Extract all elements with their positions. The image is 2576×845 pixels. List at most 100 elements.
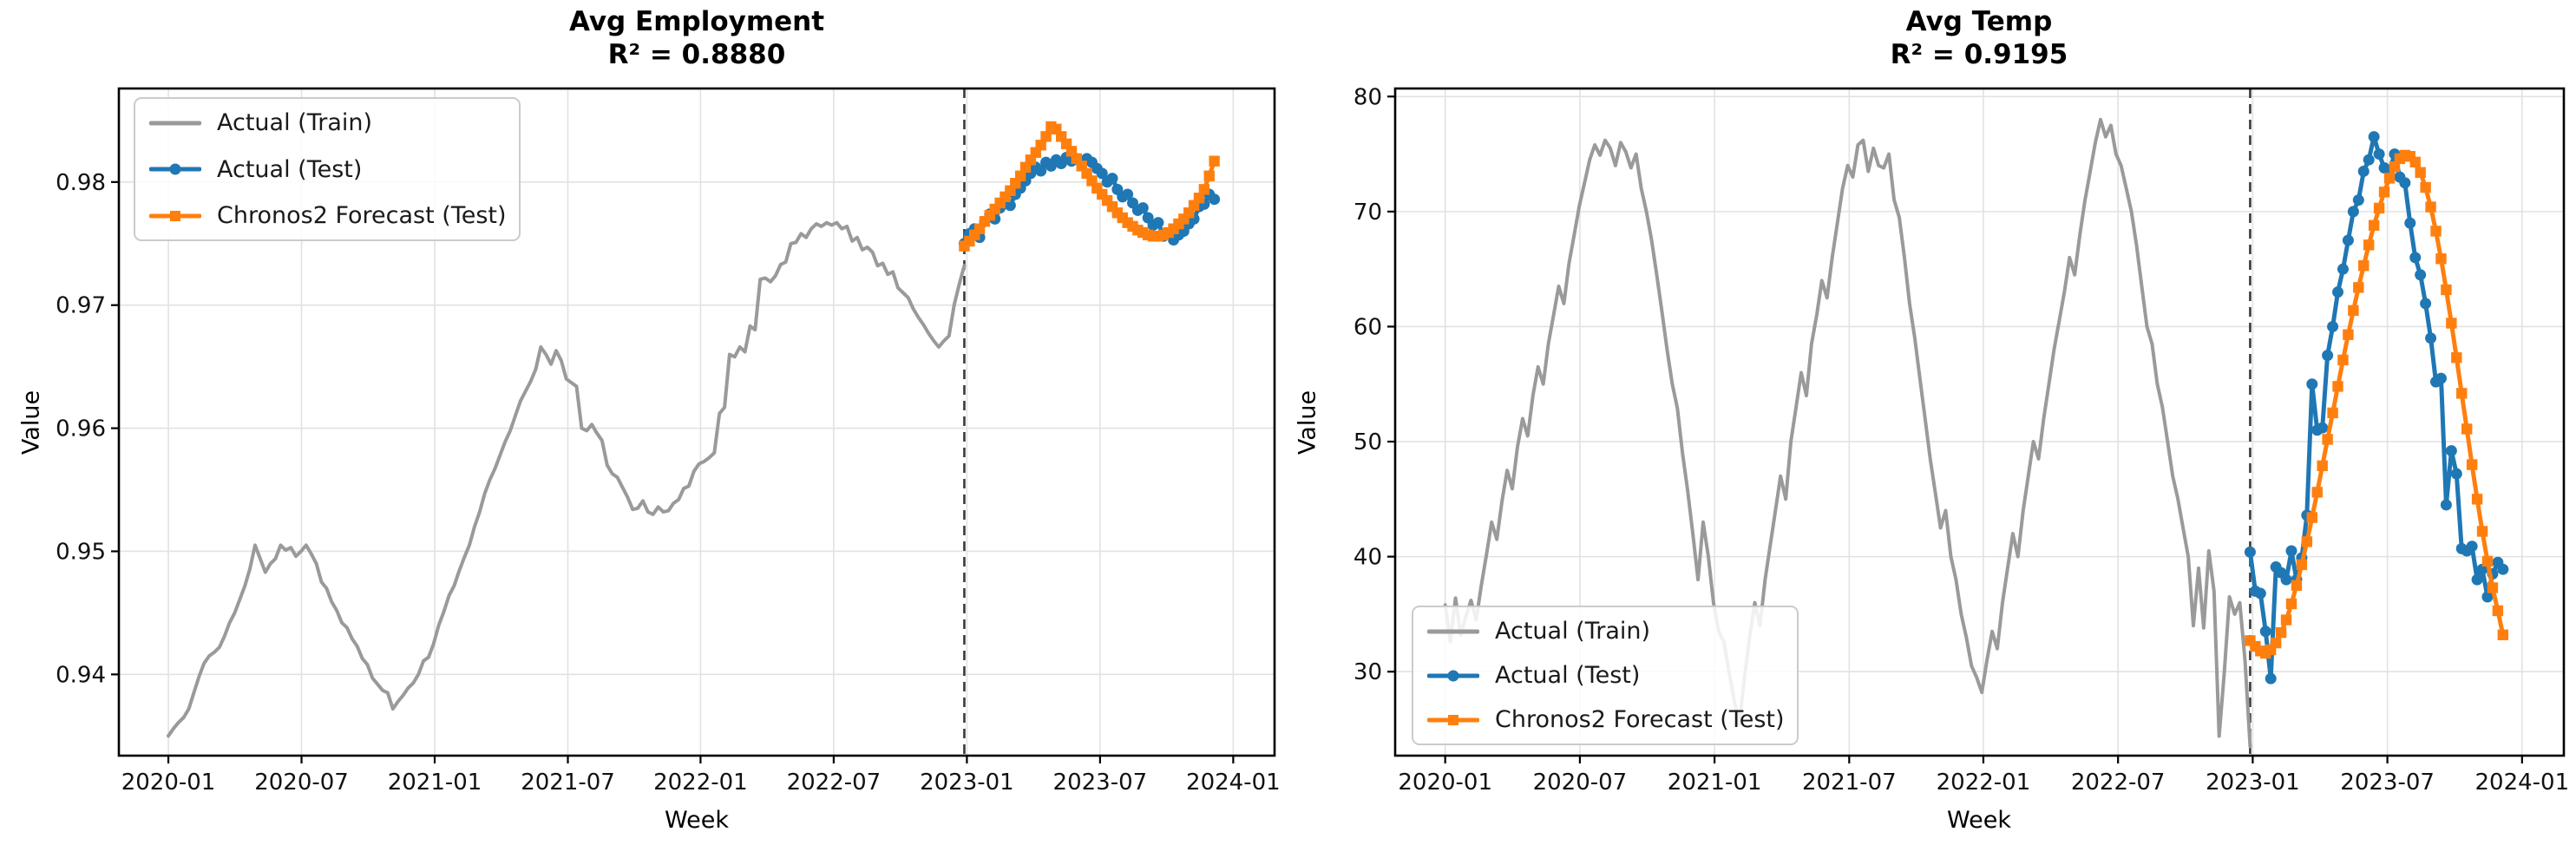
axes-spines [117,87,1276,757]
left-chart-legend: Actual (Train) Actual (Test) Chronos2 Fore… [134,97,521,241]
legend-item: Actual (Test) [1427,662,1783,689]
forecast-line-swatch [149,210,201,221]
test-point-marker [1137,202,1149,214]
right-chart-r2-text: R² = 0.9195 [1890,39,2068,70]
right-chart-legend: Actual (Train) Actual (Test) Chronos2 Fore… [1412,606,1799,745]
test-point-marker [2347,206,2359,218]
test-point-marker [2368,131,2380,143]
forecast-point-marker [2296,559,2308,571]
actual-train-line [1443,117,2252,749]
forecast-point-marker [2383,173,2396,184]
forecast-point-marker [2280,614,2292,626]
test-point-marker [1152,217,1164,229]
test-point-marker [2399,177,2411,189]
train-line-swatch [149,121,201,125]
legend-item: Actual (Train) [1427,618,1783,645]
forecast-point-marker [1198,184,1210,195]
test-point-marker [2409,252,2422,264]
test-point-marker [2254,587,2266,599]
x-tick-label: 2023-07 [2340,770,2435,796]
forecast-line-swatch [1427,714,1479,725]
left-chart-title-text: Avg Employment [568,6,825,37]
x-tick-label: 2023-01 [2206,770,2300,796]
forecast-point-marker [2497,629,2509,640]
axes-spines [1393,87,2566,757]
forecast-point-marker [2425,201,2436,213]
right-x-axis-label: Week [1947,807,2011,834]
forecast-point-marker [2492,605,2504,617]
test-point-marker [2415,269,2427,281]
y-tick-label: 30 [1354,659,1382,685]
forecast-point-marker [2471,494,2483,505]
x-tick-label: 2021-01 [1668,770,1762,796]
left-chart-title: Avg Employment R² = 0.8880 [569,5,824,71]
forecast-point-marker [2311,487,2323,498]
x-tick-label: 2021-01 [388,770,482,796]
legend-item-label: Actual (Test) [1495,662,1641,689]
forecast-point-marker [2348,305,2359,317]
x-tick-label: 2024-01 [2475,770,2570,796]
test-point-marker [2259,626,2271,638]
test-point-marker [2425,332,2437,344]
y-tick-label: 60 [1354,314,1382,340]
test-point-marker [2306,378,2318,390]
y-tick-label: 0.96 [56,416,106,442]
forecast-point-marker [2487,582,2499,593]
forecast-point-marker [2322,434,2333,445]
test-point-marker [2363,154,2375,166]
test-point-marker [2357,165,2370,177]
forecast-point-marker [2337,354,2349,366]
test-line-swatch [149,163,201,175]
x-tick-label: 2022-07 [2071,770,2166,796]
test-point-marker [2404,217,2416,229]
right-chart: 2020-01 2020-07 2021-01 2021-07 2022-01 2022-… [1354,84,2569,796]
left-chart-r2-text: R² = 0.8880 [607,39,786,70]
legend-item-label: Actual (Train) [217,109,373,136]
forecast-point-marker [1209,155,1220,167]
y-tick-label: 40 [1354,545,1382,571]
forecast-point-marker [2435,253,2447,265]
x-tick-label: 2020-07 [254,770,349,796]
y-tick-label: 70 [1354,200,1382,226]
test-point-marker [2373,148,2385,160]
forecast-point-marker [2317,460,2328,472]
forecast-point-marker [2327,407,2338,419]
test-point-marker [2265,672,2277,685]
x-tick-label: 2021-07 [1802,770,1897,796]
forecast-point-marker [2415,167,2426,178]
test-point-marker [1106,173,1118,185]
test-point-marker [1122,188,1134,200]
test-point-marker [2450,468,2462,480]
test-point-marker [1096,167,1108,180]
legend-item: Chronos2 Forecast (Test) [1427,706,1785,733]
test-point-marker [2280,573,2292,586]
right-y-axis-label: Value [1294,390,1321,455]
legend-item: Actual (Test) [149,156,505,183]
x-tick-label: 2020-01 [1398,770,1492,796]
left-x-axis-label: Week [665,807,729,834]
test-point-marker [2466,540,2478,553]
forecast-point-marker [2285,598,2297,610]
x-tick-label: 2022-01 [653,770,748,796]
test-point-marker [2445,445,2457,457]
test-point-marker [2285,545,2297,557]
forecast-point-marker [1014,170,1026,181]
test-point-marker [2352,194,2364,206]
forecast-point-marker [2358,259,2370,272]
y-tick-label: 80 [1354,84,1382,110]
x-tick-label: 2020-07 [1533,770,1628,796]
forecast-point-marker [2301,536,2313,547]
forecast-point-marker [2368,219,2380,231]
forecast-point-marker [2409,156,2421,168]
x-tick-label: 2024-01 [1186,770,1281,796]
test-point-marker [2420,298,2432,310]
test-point-marker [2317,422,2329,434]
test-point-marker [2332,286,2344,298]
x-tick-label: 2022-01 [1937,770,2031,796]
forecast-point-marker [2291,580,2303,591]
forecast-point-marker [2275,626,2287,639]
forecast-point-marker [2441,284,2452,296]
forecast-point-marker [1193,193,1205,204]
